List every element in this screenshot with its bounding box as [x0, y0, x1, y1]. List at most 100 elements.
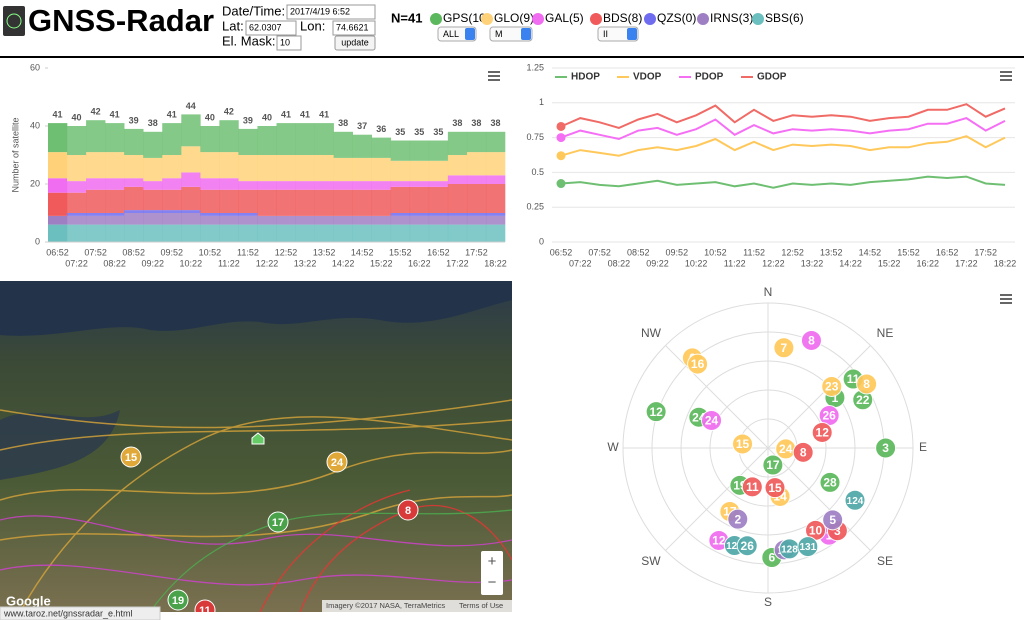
- bar-segment: [105, 189, 125, 213]
- x-tick-label: 13:22: [801, 258, 824, 268]
- satellite: [800, 329, 822, 351]
- datetime-input[interactable]: [286, 4, 376, 20]
- map-marker: [194, 599, 216, 612]
- x-tick-label: 13:52: [313, 247, 336, 257]
- x-tick-label: 10:52: [199, 247, 222, 257]
- bar-segment: [371, 157, 392, 182]
- map[interactable]: 15 24 17 8 19 11 Google Imagery ©2017 NASA, T…: [0, 281, 512, 620]
- map-marker: [167, 589, 189, 611]
- x-tick-label: 15:22: [878, 258, 901, 268]
- satellite-label: 8: [808, 334, 815, 348]
- x-tick-label: 13:22: [294, 258, 317, 268]
- select-value: M: [495, 29, 503, 39]
- bar-segment: [333, 131, 353, 158]
- map-marker: [397, 499, 419, 521]
- satellite-label: 10: [809, 523, 823, 537]
- satellite-label: 26: [741, 539, 755, 553]
- satellite-label: 24: [779, 442, 793, 456]
- legend-label: GAL(5): [545, 11, 584, 25]
- select-arrow: [521, 28, 531, 40]
- x-tick-label: 07:22: [569, 258, 592, 268]
- bar-segment: [409, 215, 430, 225]
- bar-segment: [333, 189, 353, 216]
- total-label: 39: [129, 115, 139, 125]
- bar-segment: [466, 184, 487, 213]
- bar-segment: [219, 189, 239, 213]
- satellite-label: 28: [823, 476, 837, 490]
- lat-input[interactable]: [245, 20, 297, 36]
- satellite-label: 8: [863, 377, 870, 391]
- spoke: [767, 447, 871, 551]
- bar-segment: [352, 134, 373, 158]
- y-tick-label: 0: [35, 236, 40, 246]
- bar-segment: [143, 189, 163, 211]
- satellite-label: 8: [800, 445, 807, 459]
- bar-segment: [428, 224, 449, 242]
- update-label: update: [341, 37, 369, 47]
- attribution-bg: [322, 600, 512, 612]
- satellite: [811, 421, 833, 443]
- bar-segment: [409, 140, 430, 161]
- bar-segment: [485, 184, 506, 213]
- lon-label: Lon:: [300, 18, 325, 33]
- satellite-label: 15: [768, 481, 782, 495]
- bar-segment: [314, 189, 334, 216]
- satellite: [792, 441, 814, 463]
- bar-segment: [67, 155, 87, 182]
- x-tick-label: 07:52: [588, 247, 611, 257]
- bar-segment: [162, 213, 182, 225]
- y-tick-label: 1.25: [526, 62, 544, 72]
- bar-segment: [48, 215, 68, 225]
- zoom-out[interactable]: −: [488, 574, 497, 591]
- y-tick-label: 0: [539, 236, 544, 246]
- line: [560, 103, 1006, 129]
- satellite: [645, 401, 667, 423]
- home-marker: [251, 432, 265, 445]
- lon-input[interactable]: [332, 20, 376, 36]
- bar-segment: [428, 186, 449, 213]
- x-tick-label: 12:52: [275, 247, 298, 257]
- total-label: 41: [53, 109, 63, 119]
- update-button[interactable]: [334, 35, 376, 51]
- satellite: [701, 409, 723, 431]
- bar-segment: [485, 215, 506, 225]
- x-tick-label: 12:52: [781, 247, 804, 257]
- mask-input[interactable]: [276, 35, 302, 51]
- bar-segment: [105, 224, 125, 242]
- x-tick-label: 11:52: [237, 247, 259, 257]
- bar-segment: [67, 215, 87, 225]
- x-tick-label: 15:52: [897, 247, 920, 257]
- terms[interactable]: Terms of Use: [459, 601, 503, 610]
- bar-segment: [219, 215, 239, 225]
- bar-segment: [485, 152, 506, 176]
- bar-segment: [314, 215, 334, 225]
- x-tick-label: 15:22: [370, 258, 393, 268]
- bar-segment: [333, 157, 353, 182]
- bar-segment: [48, 178, 68, 193]
- bar-segment: [67, 181, 87, 193]
- satellite-label: 22: [856, 393, 870, 407]
- bar-segment: [219, 224, 239, 242]
- legend-swatch: [430, 13, 442, 25]
- satellite: [821, 375, 843, 397]
- bar-segment: [257, 155, 277, 182]
- satellite: [687, 353, 709, 375]
- zoom-in[interactable]: +: [488, 553, 497, 570]
- line: [560, 135, 1006, 157]
- total-label: 44: [186, 101, 196, 111]
- zoom-control[interactable]: [481, 551, 503, 595]
- map-marker-label: 19: [172, 595, 184, 607]
- bar-segment: [428, 181, 449, 187]
- x-tick-label: 13:52: [820, 247, 843, 257]
- x-tick-label: 17:52: [974, 247, 997, 257]
- map-marker: [120, 446, 142, 468]
- map-marker-label: 11: [199, 605, 211, 617]
- map-markers: 15 24 17 8 19 11: [120, 446, 419, 617]
- bar-segment: [295, 189, 315, 216]
- satellite-label: 131: [799, 542, 816, 553]
- bar-segment: [124, 155, 144, 179]
- bar-segment: [485, 175, 506, 184]
- bar-segment: [124, 178, 144, 187]
